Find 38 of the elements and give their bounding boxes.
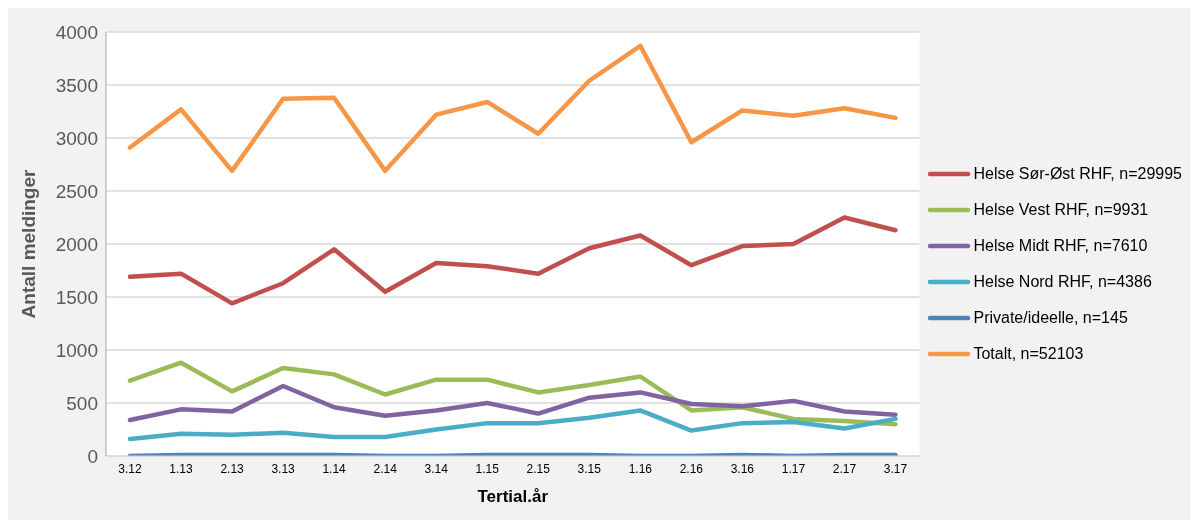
line-series [127, 215, 898, 306]
legend-label: Helse Nord RHF, n=4386 [973, 273, 1152, 291]
line-series [127, 383, 898, 423]
x-tick-label: 1.15 [475, 461, 500, 476]
legend-label: Helse Sør-Øst RHF, n=29995 [973, 165, 1182, 183]
x-tick-label: 3.17 [883, 461, 908, 476]
line-series [127, 408, 898, 442]
y-tick-label: 1500 [55, 286, 98, 308]
y-tick-label: 500 [66, 392, 98, 414]
y-tick-label: 2500 [55, 180, 98, 202]
x-tick-label: 1.14 [322, 461, 347, 476]
x-axis-title: Tertial.år [477, 487, 549, 506]
x-tick-label: 2.14 [373, 461, 398, 476]
y-tick-label: 3500 [55, 74, 98, 96]
x-tick-label: 2.15 [526, 461, 551, 476]
y-tick-label: 0 [87, 445, 98, 467]
x-tick-label: 3.16 [730, 461, 755, 476]
y-tick-label: 3000 [55, 127, 98, 149]
y-tick-label: 1000 [55, 339, 98, 361]
legend-label: Helse Midt RHF, n=7610 [973, 237, 1148, 255]
x-tick-label: 3.12 [118, 461, 142, 476]
y-tick-label: 4000 [55, 21, 98, 43]
line-series [127, 360, 898, 427]
x-tick-label: 3.13 [271, 461, 296, 476]
legend-label: Totalt, n=52103 [973, 345, 1084, 363]
x-tick-label: 3.15 [577, 461, 602, 476]
x-tick-label: 1.16 [628, 461, 653, 476]
x-tick-label: 2.13 [220, 461, 245, 476]
legend-label: Private/ideelle, n=145 [973, 309, 1128, 327]
x-tick-label: 2.16 [679, 461, 704, 476]
x-tick-label: 2.17 [832, 461, 857, 476]
y-tick-label: 2000 [55, 233, 98, 255]
line-series [127, 43, 898, 174]
legend-label: Helse Vest RHF, n=9931 [973, 201, 1149, 219]
y-axis-title: Antall meldinger [17, 168, 39, 319]
x-tick-label: 1.13 [169, 461, 194, 476]
x-tick-label: 1.17 [781, 461, 806, 476]
x-tick-label: 3.14 [424, 461, 449, 476]
